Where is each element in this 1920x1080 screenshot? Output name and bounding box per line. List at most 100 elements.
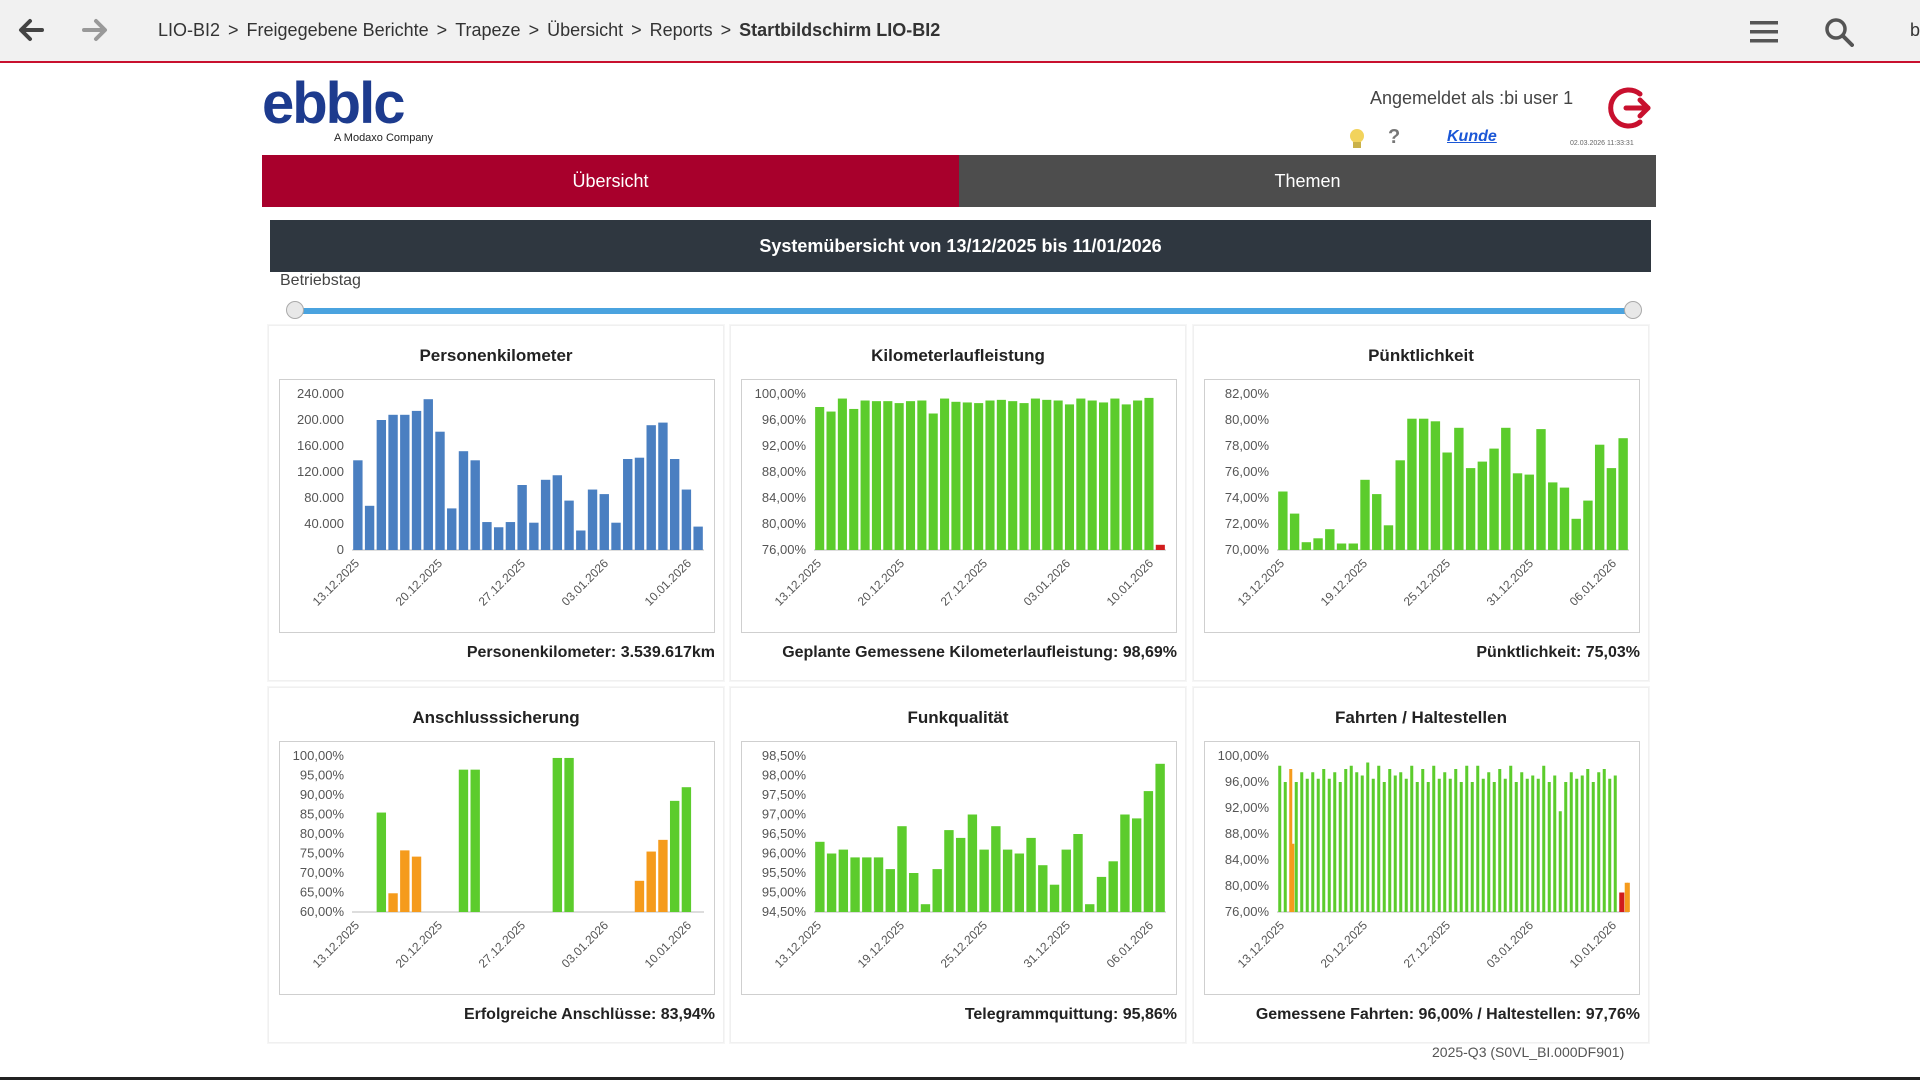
chart-bar [411, 410, 422, 550]
panel-summary: Pünktlichkeit: 75,03% [1476, 644, 1640, 661]
chart-bar [435, 431, 445, 550]
chart-bar [482, 522, 492, 550]
chart-bar [1002, 849, 1013, 912]
chart-bar [1014, 853, 1025, 912]
arrow-left-icon[interactable] [14, 14, 46, 46]
company-logo: ebblc A Modaxo Company [262, 72, 452, 152]
x-tick-label: 13.12.2025 [1235, 556, 1288, 609]
chart-bar [493, 527, 504, 550]
chart-bar [611, 522, 621, 550]
y-tick-label: 74,00% [1225, 490, 1270, 505]
kunde-link[interactable]: Kunde [1447, 128, 1497, 145]
chart-bar [1311, 772, 1315, 912]
chart-bar [669, 800, 680, 912]
chart-bar [928, 413, 938, 550]
chart-bar [1313, 538, 1323, 550]
chart-container: 100,00% 96,00% 92,00% 88,00% 84,00% 80,00% 76,… [1204, 741, 1640, 995]
chart-bar [1133, 400, 1143, 550]
chart-bar [1459, 782, 1463, 912]
chart-bar [1360, 775, 1364, 912]
chart-container: 82,00% 80,00% 78,00% 76,00% 74,00% 72,00% 70,0… [1204, 379, 1640, 633]
breadcrumb-item[interactable]: LIO-BI2 [158, 20, 221, 40]
y-tick-label: 92,00% [762, 438, 807, 453]
breadcrumb-item[interactable]: Übersicht [547, 20, 624, 40]
x-tick-label: 13.12.2025 [310, 918, 363, 971]
y-tick-label: 95,00% [300, 768, 345, 783]
panel-summary: Erfolgreiche Anschlüsse: 83,94% [463, 1006, 715, 1023]
chart-bar [681, 787, 692, 912]
x-tick-label: 20.12.2025 [393, 556, 446, 609]
chart-bar [564, 757, 574, 912]
slider-handle-end[interactable] [1624, 301, 1642, 319]
panel-summary: Personenkilometer: 3.539.617km [466, 644, 715, 661]
breadcrumb-item[interactable]: Freigegebene Berichte [246, 20, 429, 40]
main-tabs: Übersicht Themen [262, 155, 1656, 207]
chart-bar [1512, 473, 1523, 550]
tab-uebersicht[interactable]: Übersicht [262, 155, 959, 207]
bar-chart: 100,00% 95,00% 90,00% 85,00% 80,00% 75,00% 70,… [293, 748, 704, 971]
chart-bar [862, 857, 872, 912]
chart-bar [1481, 778, 1485, 912]
y-tick-label: 90,00% [300, 787, 345, 802]
chart-bar [1305, 778, 1309, 912]
chart-bar [1586, 769, 1590, 912]
chart-bar [1300, 772, 1304, 912]
y-tick-label: 70,00% [1225, 542, 1270, 557]
chart-bar [1418, 418, 1429, 550]
chart-bar [1131, 818, 1142, 912]
chart-bar [815, 841, 825, 912]
chart-bar [1143, 791, 1154, 912]
chart-bar [376, 812, 387, 912]
y-tick-label: 85,00% [300, 807, 345, 822]
chart-bar [1120, 814, 1130, 912]
bar-chart: 98,50% 98,00% 97,50% 97,00% 96,50% 96,00% 95,5… [762, 748, 1166, 971]
tab-themen[interactable]: Themen [959, 155, 1656, 207]
cut-off-text: b [1910, 20, 1920, 40]
chart-bar [996, 399, 1006, 550]
y-tick-label: 78,00% [1225, 438, 1270, 453]
question-icon[interactable]: ? [1388, 126, 1401, 148]
chart-bar [1322, 769, 1326, 912]
chart-bar [447, 508, 457, 550]
y-tick-label: 96,50% [762, 826, 807, 841]
search-icon[interactable] [1824, 17, 1854, 47]
panel-title: Personenkilometer [419, 346, 573, 365]
slider-handle-start[interactable] [286, 301, 304, 319]
panel-title: Kilometerlaufleistung [871, 346, 1045, 365]
y-tick-label: 70,00% [300, 865, 345, 880]
chart-bar [1498, 769, 1502, 912]
chart-bar [1076, 398, 1086, 550]
kpi-panel-kilometerlaufleistung: Kilometerlaufleistung 100,00% 96,00% 92,00… [730, 325, 1186, 681]
chart-bar [967, 814, 978, 912]
chart-bar [1624, 882, 1628, 912]
panel-summary: Gemessene Fahrten: 96,00% / Haltestellen… [1255, 1006, 1640, 1023]
hamburger-menu-icon[interactable] [1748, 18, 1780, 46]
chart-bar [979, 849, 989, 912]
lightbulb-icon[interactable] [1346, 127, 1368, 151]
chart-bar [1019, 403, 1029, 550]
chart-bar [1338, 782, 1342, 912]
arrow-right-icon[interactable] [80, 14, 112, 46]
breadcrumb-current: Startbildschirm LIO-BI2 [739, 20, 941, 40]
chart-bar [1430, 421, 1441, 550]
chart-bar [1525, 778, 1529, 912]
chart-bar [634, 880, 645, 912]
chart-bar [658, 839, 668, 912]
logout-icon[interactable] [1606, 84, 1654, 132]
chart-bar [850, 857, 860, 912]
y-tick-label: 100,00% [755, 386, 807, 401]
y-tick-label: 120.000 [297, 464, 344, 479]
date-range-slider[interactable] [290, 308, 1636, 314]
chart-bar [646, 425, 656, 550]
chart-bar [540, 479, 551, 550]
chart-bar [1536, 778, 1540, 912]
chart-bar [634, 457, 645, 550]
breadcrumb-item[interactable]: Reports [649, 20, 713, 40]
x-tick-label: 27.12.2025 [476, 918, 529, 971]
report-code: 2025-Q3 (S0VL_BI.000DF901) [1432, 1044, 1625, 1060]
chart-bar [1110, 398, 1120, 550]
y-tick-label: 94,50% [762, 904, 807, 919]
y-tick-label: 65,00% [300, 885, 345, 900]
breadcrumb-item[interactable]: Trapeze [455, 20, 521, 40]
chart-bar [564, 500, 574, 550]
